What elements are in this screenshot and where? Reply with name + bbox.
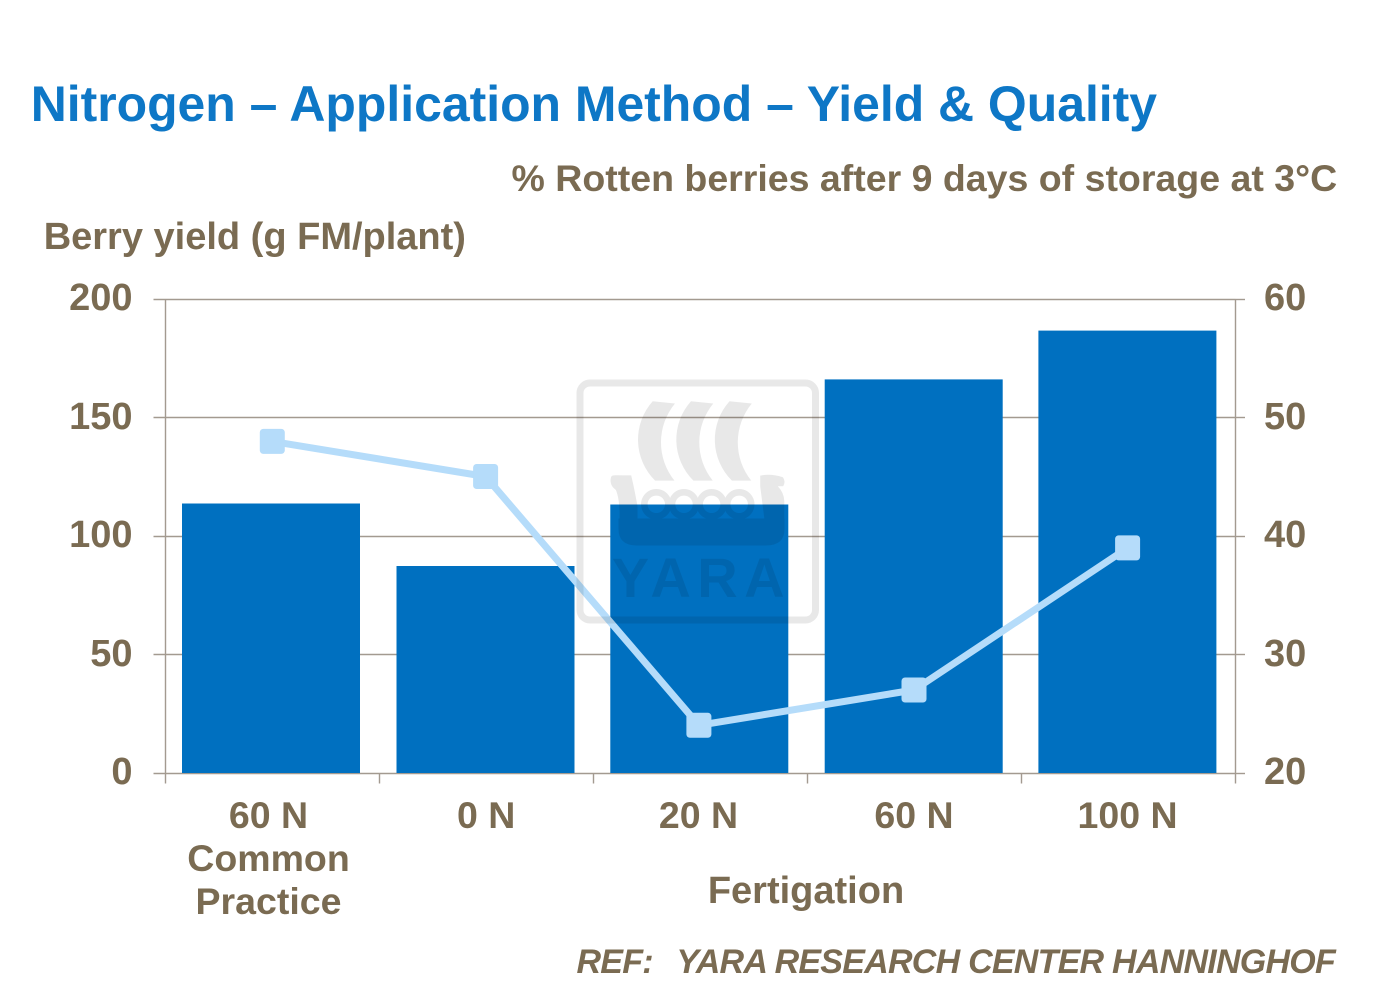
svg-text:YARA: YARA	[612, 546, 791, 609]
